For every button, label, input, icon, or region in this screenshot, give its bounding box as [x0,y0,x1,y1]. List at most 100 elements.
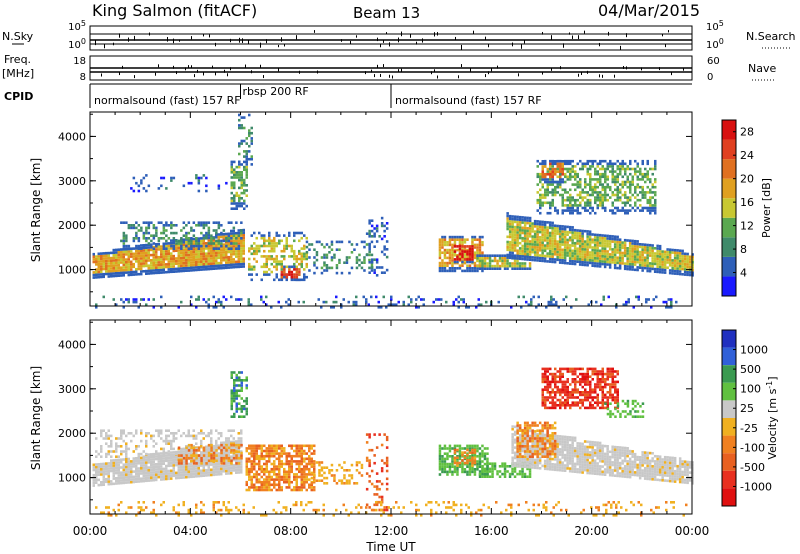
range-gate-cell [130,187,133,190]
range-gate-cell [160,245,163,248]
range-gate-cell [232,229,235,233]
range-gate-cell [539,193,542,197]
range-gate-cell [187,261,190,265]
range-gate-cell [588,251,592,254]
range-gate-cell [513,215,517,218]
range-gate-cell [513,228,517,231]
range-gate-cell [97,483,100,487]
range-gate-cell [97,268,100,271]
range-gate-cell [117,258,120,262]
range-gate-cell [491,254,494,257]
noise-sample [386,32,387,35]
range-gate-cell [227,247,231,250]
range-gate-cell [235,379,238,382]
range-gate-cell [145,463,148,467]
range-gate-cell [471,255,474,259]
range-gate-cell [518,223,522,227]
range-gate-cell [678,262,682,265]
range-gate-cell [549,211,552,215]
range-gate-cell [200,176,203,180]
range-gate-cell [175,463,178,467]
range-gate-cell [671,269,674,273]
range-gate-cell [278,262,281,266]
range-gate-cell [586,256,589,259]
range-gate-cell [100,432,103,435]
range-gate-cell [678,267,682,271]
range-gate-cell [603,260,607,263]
range-gate-cell [601,242,604,245]
range-gate-cell [629,162,632,166]
range-gate-cell [305,275,308,279]
range-gate-cell [268,234,271,237]
range-gate-cell [636,253,639,256]
range-gate-cell [616,193,619,197]
range-gate-cell [230,253,233,256]
range-gate-cell [641,175,644,179]
range-gate-cell [481,269,484,273]
range-gate-cell [107,477,110,481]
range-gate-cell [648,262,652,265]
range-gate-cell [377,300,380,304]
range-gate-cell [315,266,319,270]
range-gate-cell [654,159,657,163]
y-tick-label: 3000 [58,175,86,188]
range-gate-cell [195,472,198,475]
range-gate-cell [165,477,168,481]
range-gate-cell [278,260,281,263]
range-gate-cell [110,482,113,486]
range-gate-cell [596,185,599,189]
range-gate-cell [273,454,276,458]
range-gate-cell [646,256,649,260]
range-gate-cell [230,263,233,267]
range-gate-cell [132,480,135,484]
range-gate-cell [192,459,196,463]
range-gate-cell [481,264,484,268]
range-gate-cell [172,458,175,462]
range-gate-cell [568,246,572,250]
range-gate-cell [588,256,592,259]
range-gate-cell [370,253,374,257]
range-gate-cell [230,466,233,470]
range-gate-cell [240,260,243,263]
range-gate-cell [280,255,283,258]
range-gate-cell [130,263,133,266]
range-gate-cell [97,252,100,256]
range-gate-cell [170,451,173,454]
range-gate-cell [220,231,223,235]
power-colorbar-swatches [722,120,736,296]
range-gate-cell [528,253,532,256]
range-gate-cell [230,163,233,166]
range-gate-cell [513,231,517,234]
range-gate-cell [458,245,462,248]
range-gate-cell [147,246,150,249]
range-gate-cell [443,267,447,270]
range-gate-cell [561,261,564,265]
range-gate-cell [212,295,215,299]
range-gate-cell [185,248,188,252]
range-gate-cell [385,240,389,243]
range-gate-cell [147,471,150,475]
range-gate-cell [570,306,573,309]
range-gate-cell [162,271,165,274]
range-gate-cell [308,256,311,259]
range-gate-cell [162,250,165,253]
range-gate-cell [230,392,233,395]
range-gate-cell [145,474,148,477]
range-gate-cell [130,470,133,474]
range-gate-cell [543,259,547,263]
range-gate-cell [155,442,158,445]
range-gate-cell [142,254,145,257]
power-colorbar-swatch [722,120,736,140]
cpid-segment-label: normalsound (fast) 157 RF [395,94,542,107]
range-gate-cell [235,407,238,411]
range-gate-cell [155,269,158,272]
range-gate-cell [182,226,186,230]
range-gate-cell [248,265,251,269]
freq-strip: Freq. [MHz] 18 8 60 0 Nave [2,53,776,83]
range-gate-cell [606,167,609,171]
range-gate-cell [546,201,549,205]
range-gate-cell [197,461,200,465]
freq-sample [191,65,192,69]
range-gate-cell [663,260,667,264]
range-gate-cell [180,267,183,270]
